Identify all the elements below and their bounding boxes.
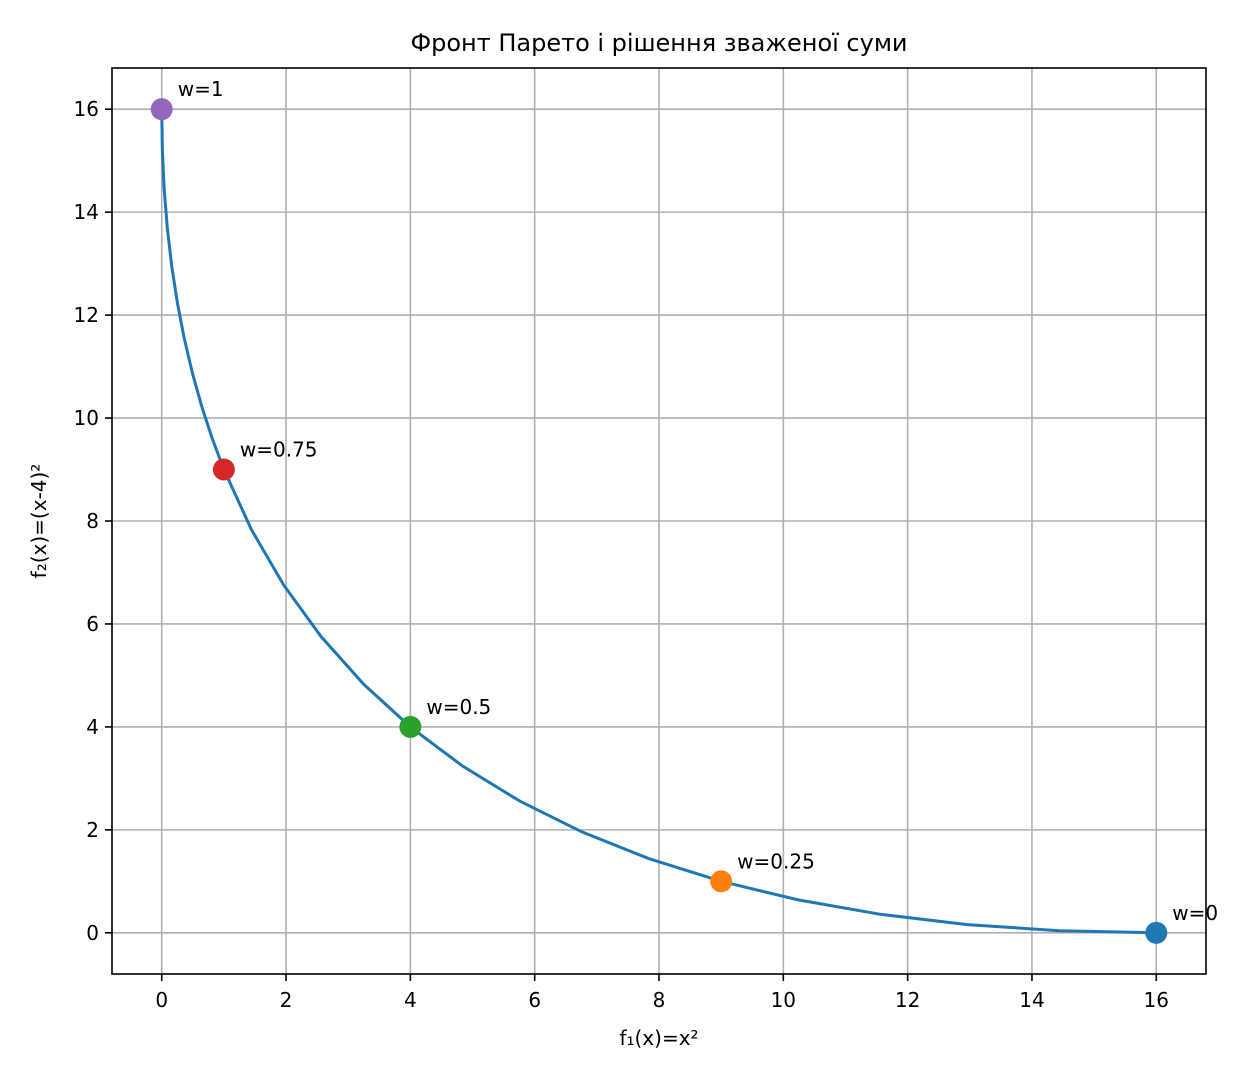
x-tick-label: 0 [155,988,168,1012]
solution-point-label: w=0 [1172,901,1218,925]
x-tick-label: 8 [653,988,666,1012]
y-tick-label: 4 [86,715,99,739]
x-tick-label: 2 [280,988,293,1012]
y-tick-label: 2 [86,818,99,842]
y-axis-ticks: 0 2 4 6 8 10 12 14 16 [74,97,112,945]
solution-point [212,458,235,481]
y-tick-label: 8 [86,509,99,533]
x-tick-label: 6 [528,988,541,1012]
solution-point [710,870,733,893]
solution-point-label: w=0.25 [737,849,815,873]
x-tick-label: 14 [1019,988,1044,1012]
solution-point-label: w=1 [178,77,224,101]
solution-point [150,98,173,121]
y-tick-label: 0 [86,921,99,945]
x-tick-label: 4 [404,988,417,1012]
solution-point-label: w=0.5 [426,695,491,719]
y-tick-label: 10 [74,406,99,430]
solution-point [399,715,422,738]
x-axis-ticks: 0 2 4 6 8 10 12 14 16 [155,974,1169,1012]
grid [112,68,1206,974]
y-tick-label: 16 [74,97,99,121]
y-tick-label: 6 [86,612,99,636]
x-axis-label: f₁(x)=x² [619,1026,698,1050]
solution-point [1145,921,1168,944]
pareto-front [160,109,1157,935]
pareto-front-line [160,109,1157,935]
x-tick-label: 10 [771,988,796,1012]
chart-title: Фронт Парето і рішення зваженої суми [410,29,907,57]
weighted-sum-points: w=0 w=0.25 w=0.5 w=0.75 w=1 [150,77,1218,944]
y-tick-label: 14 [74,200,99,224]
y-tick-label: 12 [74,303,99,327]
solution-point-label: w=0.75 [240,438,318,462]
x-tick-label: 16 [1144,988,1169,1012]
x-tick-label: 12 [895,988,920,1012]
y-axis-label: f₂(x)=(x-4)² [27,464,51,579]
